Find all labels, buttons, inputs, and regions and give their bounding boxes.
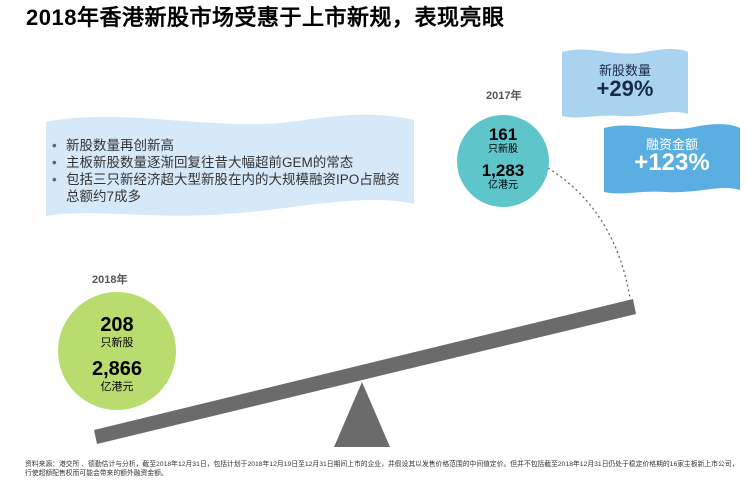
count-2017: 161 (488, 125, 518, 144)
amount-unit-2018: 亿港元 (100, 381, 134, 393)
count-2018: 208 (100, 314, 134, 336)
summary-bullets: 新股数量再创新高 主板新股数量逐渐回复往昔大幅超前GEM的常态 包括三只新经济超… (52, 137, 402, 205)
amount-2017: 1,283 (481, 161, 525, 180)
circle-2017: 161 只新股 1,283 亿港元 (457, 115, 549, 207)
amount-unit-2017: 亿港元 (488, 180, 518, 191)
count-unit-2018: 只新股 (100, 337, 134, 349)
growth-amount-value: +123% (634, 149, 710, 176)
circle-2018: 208 只新股 2,866 亿港元 (58, 292, 176, 410)
page-title: 2018年香港新股市场受惠于上市新规，表现亮眼 (26, 5, 505, 30)
bullet-item: 包括三只新经济超大型新股在内的大规模融资IPO占融资总额约7成多 (52, 171, 402, 205)
growth-count-label: 新股数量 (598, 63, 651, 78)
dotted-arc (547, 167, 631, 299)
bullet-item: 主板新股数量逐渐回复往昔大幅超前GEM的常态 (52, 154, 402, 171)
year-label-2018: 2018年 (92, 274, 128, 286)
seesaw-pivot (334, 382, 390, 447)
growth-flag-count: 新股数量 +29% (560, 44, 690, 122)
count-unit-2017: 只新股 (488, 144, 518, 155)
amount-2018: 2,866 (91, 358, 143, 380)
seesaw-plank (94, 299, 636, 444)
growth-count-value: +29% (596, 76, 654, 101)
year-label-2017: 2017年 (486, 90, 522, 102)
growth-amount-label: 融资金额 (645, 137, 698, 152)
bullet-item: 新股数量再创新高 (52, 137, 402, 154)
source-footnote: 资料来源：港交所 、德勤估计与分析，截至2018年12月31日，包括计划于201… (25, 461, 739, 477)
growth-flag-amount: 融资金额 +123% (602, 118, 742, 198)
